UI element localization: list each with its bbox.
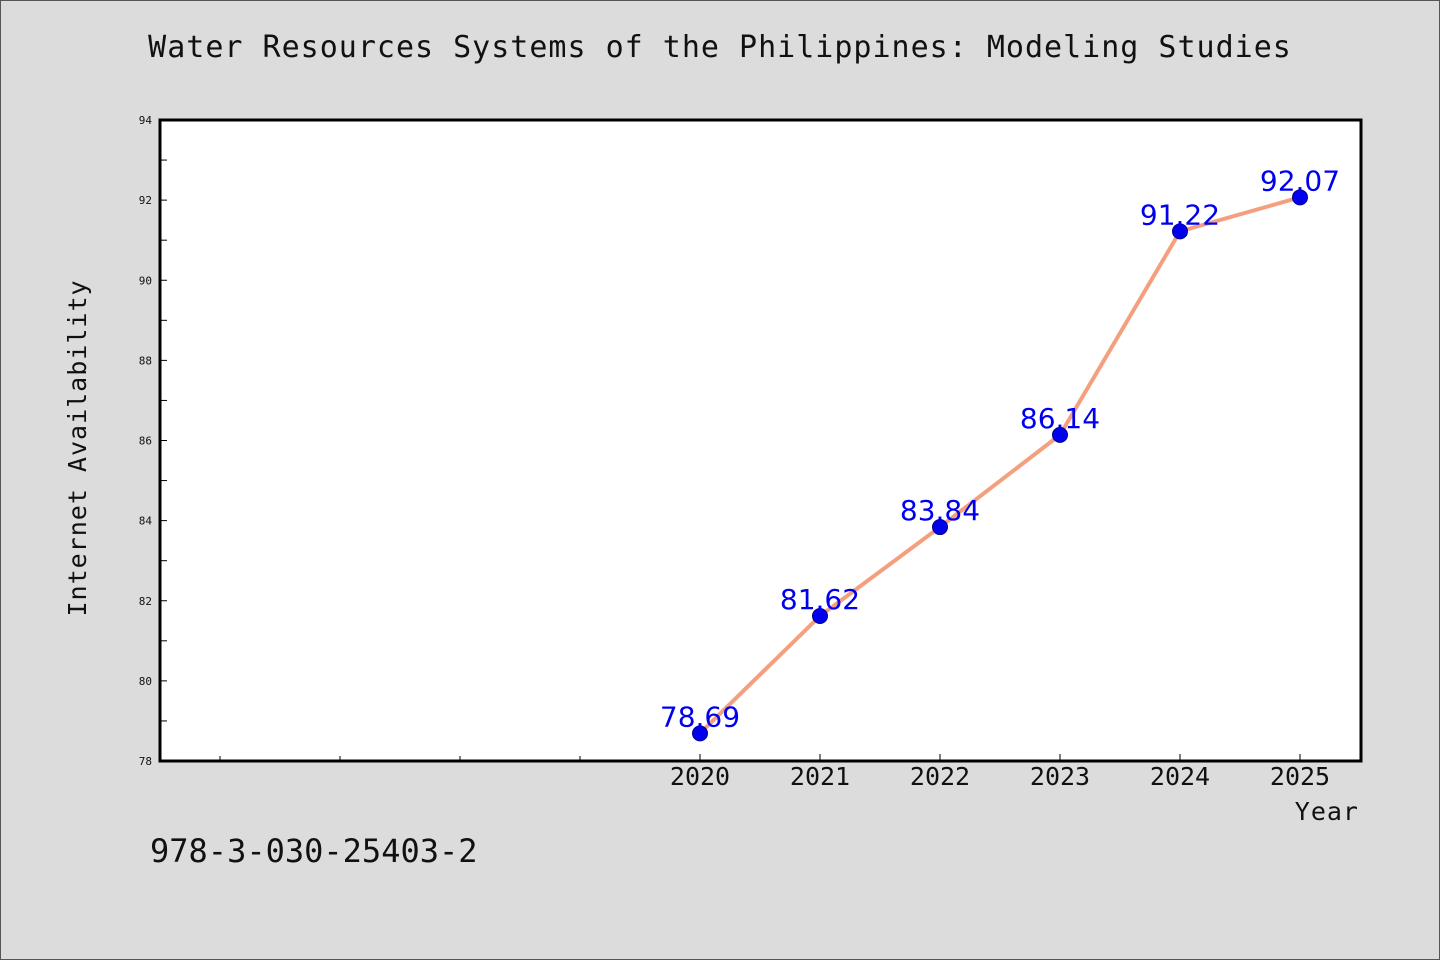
data-label: 83.84 [900,494,980,527]
data-label: 78.69 [660,700,740,733]
x-axis-ticks: 2020 2021 2022 2023 2024 2025 [219,754,1330,791]
y-tick-label: 82 [139,595,152,608]
series-line [698,195,1301,735]
y-tick-label: 90 [139,274,152,287]
y-tick-label: 84 [139,515,153,528]
chart-title: Water Resources Systems of the Philippin… [148,30,1292,65]
x-tick-label: 2025 [1270,762,1330,791]
data-point [932,519,948,536]
data-label: 91.22 [1140,198,1220,231]
data-label: 92.07 [1260,164,1340,197]
y-tick-label: 78 [139,755,152,768]
y-axis-label: Internet Availability [63,279,92,616]
y-tick-label: 86 [139,435,152,448]
x-tick-label: 2023 [1030,762,1090,791]
y-tick-label: 92 [139,194,152,207]
y-tick-label: 88 [139,354,152,367]
data-point [692,725,708,742]
series-layer: 78.69 81.62 83.84 86.14 91.22 92.07 [660,164,1340,742]
x-tick-label: 2021 [790,762,850,791]
y-tick-label: 94 [139,114,153,127]
data-label: 81.62 [780,583,860,616]
data-point [1052,426,1068,443]
y-axis-ticks: 78 80 82 84 86 88 90 92 94 [139,114,167,768]
y-tick-label: 80 [139,675,152,688]
plot-area [158,118,1363,763]
x-tick-label: 2022 [910,762,970,791]
data-point [1292,189,1308,206]
x-tick-label: 2020 [670,762,730,791]
data-label: 86.14 [1020,402,1100,435]
x-axis-label: Year [1295,797,1359,826]
data-point [812,607,828,624]
x-tick-label: 2024 [1150,762,1210,791]
footer-isbn-text: 978-3-030-25403-2 [150,832,478,870]
data-point [1172,223,1188,240]
